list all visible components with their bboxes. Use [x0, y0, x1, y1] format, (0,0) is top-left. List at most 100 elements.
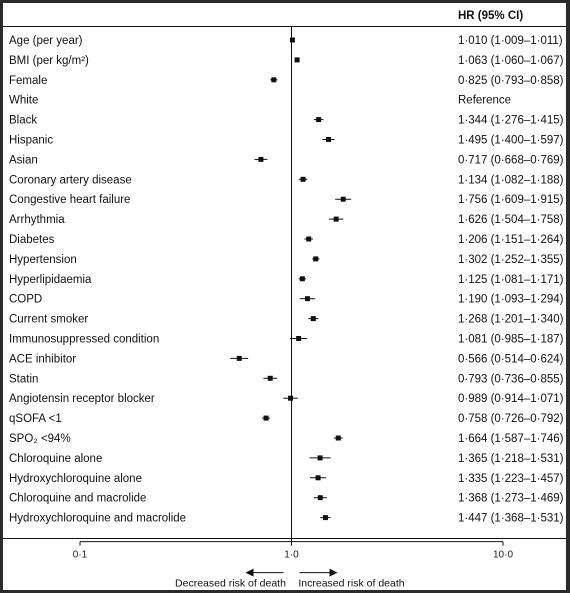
table-row: Angiotensin receptor blocker 0·989 (0·914… — [9, 393, 564, 405]
table-row: BMI (per kg/m²) 1·063 (1·060–1·067) — [9, 55, 564, 67]
row-label: Hispanic — [9, 135, 53, 147]
forest-plot: HR (95% CI) Age (per year) 1·010 (1·009–1… — [3, 10, 566, 590]
hr-point — [271, 77, 277, 83]
table-row: Current smoker 1·268 (1·201–1·340) — [9, 314, 564, 326]
table-row: White Reference — [9, 95, 511, 107]
hr-value-text: 0·566 (0·514–0·624) — [458, 353, 564, 365]
table-row: Hypertension 1·302 (1·252–1·355) — [9, 254, 564, 266]
row-label: Coronary artery disease — [9, 174, 132, 186]
table-row: Immunosuppressed condition 1·081 (0·985–1… — [9, 334, 564, 346]
hr-value-text: 1·010 (1·009–1·011) — [458, 35, 563, 47]
row-label: ACE inhibitor — [9, 353, 76, 365]
hr-point — [289, 37, 295, 43]
row-label: Hypertension — [9, 254, 77, 266]
row-label: Chloroquine and macrolide — [9, 493, 146, 505]
arrowhead-right — [329, 568, 338, 577]
hr-value-text: 1·206 (1·151–1·264) — [458, 234, 564, 246]
hr-point — [315, 475, 321, 481]
table-row: Congestive heart failure 1·756 (1·609–1·9… — [9, 194, 564, 206]
hr-value-text: 1·125 (1·081–1·171) — [458, 274, 564, 286]
table-row: Hispanic 1·495 (1·400–1·597) — [9, 135, 564, 147]
row-label: Diabetes — [9, 234, 55, 246]
hr-point — [267, 375, 273, 381]
row-label: Immunosuppressed condition — [9, 334, 159, 346]
x-tick-label: 0·1 — [73, 550, 88, 561]
row-label: qSOFA <1 — [9, 413, 62, 425]
hr-value-text: 1·344 (1·276–1·415) — [458, 115, 564, 127]
hr-value-text: 1·447 (1·368–1·531) — [458, 513, 564, 525]
row-label: Black — [9, 115, 37, 127]
hr-point — [333, 216, 339, 222]
hr-value-text: 1·134 (1·082–1·188) — [458, 174, 564, 186]
annotation-increased-risk: Increased risk of death — [298, 578, 404, 590]
row-label: Chloroquine alone — [9, 453, 102, 465]
row-label: BMI (per kg/m²) — [9, 55, 89, 67]
hr-value-text: Reference — [458, 95, 511, 107]
table-row: Arrhythmia 1·626 (1·504–1·758) — [9, 214, 564, 226]
hr-point — [325, 137, 331, 142]
hr-value-text: 1·626 (1·504–1·758) — [458, 214, 564, 226]
annotations: Decreased risk of death Increased risk o… — [175, 568, 405, 590]
hr-value-text: 1·190 (1·093–1·294) — [458, 294, 564, 306]
hr-point — [316, 117, 322, 123]
hr-point — [313, 256, 319, 262]
row-label: Age (per year) — [9, 35, 83, 47]
hr-point — [317, 495, 323, 501]
hr-point — [340, 196, 346, 202]
hr-value-text: 0·717 (0·668–0·769) — [458, 154, 564, 166]
hr-column-header: HR (95% CI) — [458, 10, 523, 22]
row-label: Current smoker — [9, 314, 88, 326]
hr-point — [335, 435, 341, 441]
x-tick-label: 10·0 — [493, 550, 513, 561]
hr-point — [263, 415, 269, 421]
table-row: SPO₂ <94% 1·664 (1·587–1·746) — [9, 433, 564, 445]
hr-value-text: 1·302 (1·252–1·355) — [458, 254, 564, 266]
table-row: Black 1·344 (1·276–1·415) — [9, 115, 564, 127]
annotation-decreased-risk: Decreased risk of death — [175, 578, 286, 590]
table-row: Female 0·825 (0·793–0·858) — [9, 75, 564, 87]
hr-value-text: 0·758 (0·726–0·792) — [458, 413, 564, 425]
hr-value-text: 0·989 (0·914–1·071) — [458, 393, 564, 405]
hr-point — [258, 156, 264, 162]
table-row: Hydroxychloroquine and macrolide 1·447 (1… — [9, 513, 564, 525]
table-row: Coronary artery disease 1·134 (1·082–1·18… — [9, 174, 564, 186]
row-label: Arrhythmia — [9, 214, 65, 226]
row-label: Hyperlipidaemia — [9, 274, 92, 286]
hr-point — [287, 395, 293, 401]
hr-value-text: 1·664 (1·587–1·746) — [458, 433, 564, 445]
hr-point — [304, 296, 310, 302]
x-axis: 0·1 1·0 10·0 — [73, 541, 513, 561]
hr-value-text: 1·335 (1·223–1·457) — [458, 473, 564, 485]
hr-point — [306, 236, 312, 242]
hr-point — [310, 316, 316, 322]
hr-value-text: 1·268 (1·201–1·340) — [458, 314, 564, 326]
table-row: qSOFA <1 0·758 (0·726–0·792) — [9, 413, 564, 425]
arrowhead-left — [245, 568, 254, 577]
table-row: Asian 0·717 (0·668–0·769) — [9, 154, 564, 166]
hr-value-text: 0·825 (0·793–0·858) — [458, 75, 564, 87]
table-row: Hydroxychloroquine alone 1·335 (1·223–1·4… — [9, 473, 564, 485]
row-label: COPD — [9, 294, 42, 306]
hr-point — [317, 455, 323, 461]
row-label: SPO₂ <94% — [9, 433, 71, 445]
row-label: Congestive heart failure — [9, 194, 130, 206]
row-label: Female — [9, 75, 47, 87]
hr-point — [236, 355, 242, 361]
hr-point — [296, 336, 302, 341]
figure-panel: HR (95% CI) Age (per year) 1·010 (1·009–1… — [3, 3, 566, 590]
row-label: Asian — [9, 154, 38, 166]
table-row: ACE inhibitor 0·566 (0·514–0·624) — [9, 353, 564, 365]
row-label: White — [9, 95, 38, 107]
table-row: COPD 1·190 (1·093–1·294) — [9, 294, 564, 306]
rows-layer: Age (per year) 1·010 (1·009–1·011) BMI (pe… — [9, 27, 564, 542]
x-tick-label: 1·0 — [284, 550, 299, 561]
row-label: Hydroxychloroquine alone — [9, 473, 142, 485]
hr-value-text: 1·756 (1·609–1·915) — [458, 194, 564, 206]
table-row: Age (per year) 1·010 (1·009–1·011) — [9, 35, 563, 47]
hr-value-text: 1·495 (1·400–1·597) — [458, 135, 564, 147]
hr-point — [300, 176, 306, 182]
table-row: Hyperlipidaemia 1·125 (1·081–1·171) — [9, 274, 564, 286]
hr-value-text: 1·368 (1·273–1·469) — [458, 493, 564, 505]
table-row: Statin 0·793 (0·736–0·855) — [9, 373, 564, 385]
